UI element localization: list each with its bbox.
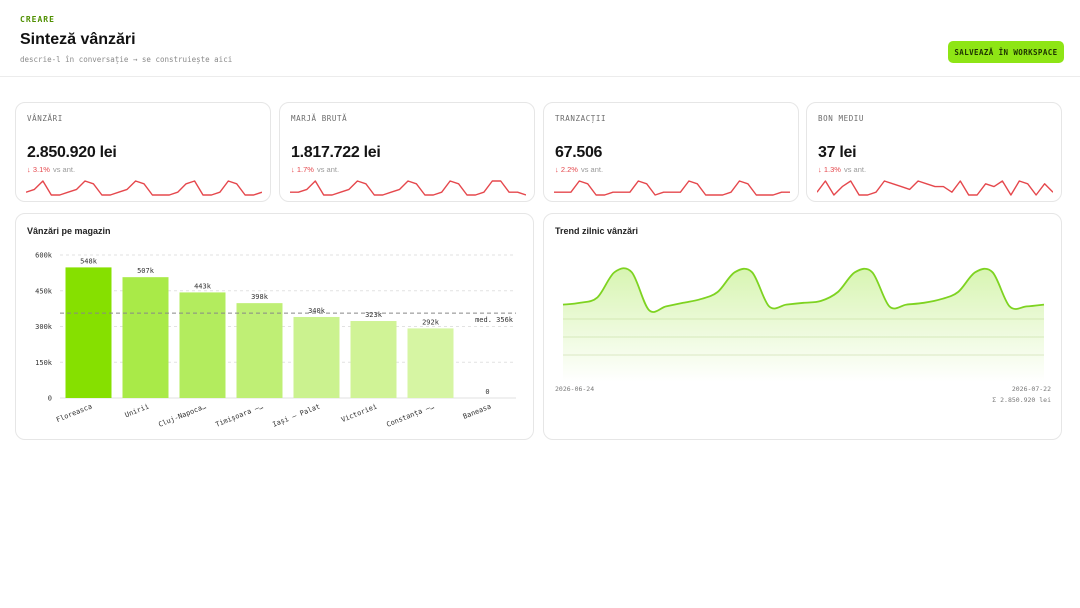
kpi-delta-value: 3.1%: [32, 165, 50, 174]
bar-value-label: 398k: [251, 293, 269, 301]
kpi-label: MARJĂ BRUTĂ: [291, 114, 348, 123]
x-tick-label: Timișoara –…: [214, 402, 264, 429]
kpi-card-transactions: TRANZACȚII 67.506 ↓ 2.2% vs ant.: [543, 102, 799, 202]
x-tick-label: Constanța –…: [385, 402, 435, 429]
arrow-down-icon: ↓: [291, 165, 295, 174]
kpi-delta-value: 2.2%: [560, 165, 578, 174]
eyebrow-label: CREARE: [20, 15, 55, 24]
bar[interactable]: [122, 277, 169, 398]
kpi-sparkline: [554, 180, 790, 196]
kpi-card-sales: VÂNZĂRI 2.850.920 lei ↓ 3.1% vs ant.: [15, 102, 271, 202]
kpi-sparkline: [817, 180, 1053, 196]
kpi-value: 67.506: [555, 144, 603, 161]
x-tick-label: Floreasca: [55, 402, 93, 424]
kpi-delta-vs: vs ant.: [843, 165, 867, 174]
sparkline-path: [26, 180, 262, 196]
kpi-sparkline: [26, 180, 262, 196]
y-tick-label: 300k: [35, 323, 53, 331]
bar[interactable]: [407, 328, 454, 398]
line-chart: 2026-06-24 2026-07-22 Σ 2.850.920 lei: [555, 267, 1051, 404]
y-tick-label: 150k: [35, 359, 53, 367]
kpi-label: BON MEDIU: [818, 114, 865, 123]
kpi-value: 1.817.722 lei: [291, 144, 381, 161]
bar[interactable]: [293, 316, 340, 398]
x-tick-label: Iași – Palat: [271, 402, 321, 429]
kpi-delta-value: 1.7%: [296, 165, 314, 174]
page-header: CREARE Sinteză vânzări descrie-l în conv…: [0, 0, 1080, 77]
bar-chart-panel: 0 150k 300k 450k 600k 548k Floreasca 507k Unirii…: [15, 213, 534, 440]
kpi-delta-vs: vs ant.: [580, 165, 604, 174]
median-label: med. 356k: [475, 316, 514, 324]
kpi-delta: ↓ 1.3% vs ant.: [818, 165, 866, 174]
kpi-sparkline: [290, 180, 526, 196]
arrow-down-icon: ↓: [818, 165, 822, 174]
kpi-delta: ↓ 1.7% vs ant.: [291, 165, 339, 174]
page-subtitle: descrie-l în conversație → se construieș…: [20, 55, 233, 64]
bar-value-label: 340k: [308, 307, 326, 315]
bar-value-label: 507k: [137, 267, 155, 275]
bar-value-label: 548k: [80, 257, 98, 265]
x-tick-label: Cluj-Napoca…: [157, 402, 207, 428]
bar-value-label: 0: [485, 388, 489, 396]
bar[interactable]: [65, 267, 112, 398]
bar[interactable]: [350, 321, 397, 398]
x-tick-label: Unirii: [124, 402, 150, 419]
total-label: Σ 2.850.920 lei: [992, 396, 1051, 404]
bar-value-label: 323k: [365, 311, 383, 319]
sparkline-path: [290, 180, 526, 196]
kpi-card-avg-ticket: BON MEDIU 37 lei ↓ 1.3% vs ant.: [806, 102, 1062, 202]
kpi-label: TRANZACȚII: [555, 114, 607, 123]
line-chart-title: Trend zilnic vânzări: [555, 226, 639, 236]
bar-value-label: 292k: [422, 318, 440, 326]
kpi-delta: ↓ 2.2% vs ant.: [555, 165, 603, 174]
arrow-down-icon: ↓: [555, 165, 559, 174]
kpi-delta-value: 1.3%: [823, 165, 841, 174]
kpi-card-margin: MARJĂ BRUTĂ 1.817.722 lei ↓ 1.7% vs ant.: [279, 102, 535, 202]
line-chart-panel: 2026-06-24 2026-07-22 Σ 2.850.920 lei Tren…: [543, 213, 1062, 440]
x-end-label: 2026-07-22: [1012, 385, 1051, 393]
page-title: Sinteză vânzări: [20, 31, 136, 48]
sparkline-path: [554, 180, 790, 196]
kpi-delta-vs: vs ant.: [52, 165, 76, 174]
bar-chart: 0 150k 300k 450k 600k 548k Floreasca 507k Unirii…: [35, 252, 516, 430]
bar-chart-title: Vânzări pe magazin: [27, 226, 111, 236]
x-tick-label: Baneasa: [462, 402, 492, 420]
area-fill: [563, 268, 1044, 382]
bar[interactable]: [236, 303, 283, 398]
trend-line: [562, 267, 1045, 313]
arrow-down-icon: ↓: [27, 165, 31, 174]
y-tick-label: 600k: [35, 252, 53, 260]
kpi-value: 2.850.920 lei: [27, 144, 117, 161]
x-start-label: 2026-06-24: [555, 385, 594, 393]
kpi-value: 37 lei: [818, 144, 857, 161]
bar[interactable]: [179, 292, 226, 398]
x-tick-label: Victoriei: [340, 402, 378, 424]
bar-value-label: 443k: [194, 282, 212, 290]
kpi-delta-vs: vs ant.: [316, 165, 340, 174]
sparkline-path: [817, 180, 1053, 196]
y-tick-label: 0: [48, 395, 52, 403]
kpi-label: VÂNZĂRI: [27, 114, 63, 123]
y-tick-label: 450k: [35, 287, 53, 295]
save-to-workspace-button[interactable]: SALVEAZĂ ÎN WORKSPACE: [948, 41, 1064, 63]
kpi-delta: ↓ 3.1% vs ant.: [27, 165, 75, 174]
